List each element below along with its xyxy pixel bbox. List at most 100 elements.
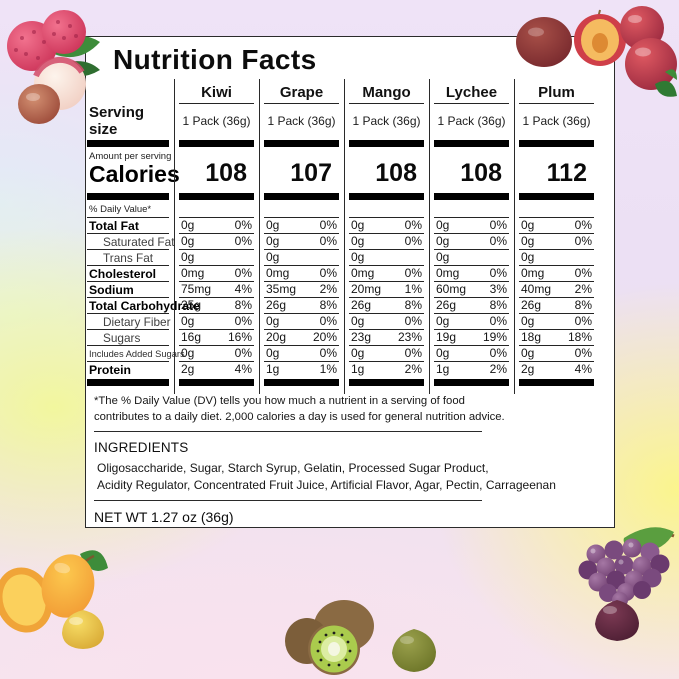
nutrient-amount: 0g xyxy=(266,250,280,264)
nutrient-percent: 0% xyxy=(489,314,507,328)
nutrient-percent: 0% xyxy=(489,346,507,360)
nutrient-label: Total Fat xyxy=(86,218,174,234)
thick-divider-bar xyxy=(349,139,424,147)
nutrient-value: 0g 0% xyxy=(514,234,599,250)
nutrient-value: 0mg 0% xyxy=(174,266,259,282)
nutrient-value: 0g 0% xyxy=(344,218,429,234)
nutrient-amount: 60mg xyxy=(436,282,467,296)
nutrient-value: 0mg 0% xyxy=(344,266,429,282)
nutrient-amount: 20g xyxy=(266,330,287,344)
nutrient-percent: 8% xyxy=(489,298,507,312)
daily-value-spacer xyxy=(259,200,344,218)
column-separator xyxy=(514,79,516,394)
amount-per-serving-label: Amount per serving xyxy=(89,151,172,162)
nutrient-amount: 0g xyxy=(266,234,280,248)
nutrient-value: 0g xyxy=(344,250,429,266)
nutrient-value: 0g 0% xyxy=(174,346,259,362)
calories-value: 107 xyxy=(290,159,332,187)
nutrient-value: 0g 0% xyxy=(259,314,344,330)
thick-divider-bar xyxy=(87,192,169,200)
thick-divider-bar xyxy=(519,378,594,386)
nutrient-percent: 4% xyxy=(234,282,252,296)
thick-divider xyxy=(429,138,514,148)
mango-gummy-icon xyxy=(62,610,104,649)
nutrient-value: 26g 8% xyxy=(514,298,599,314)
nutrient-amount: 0g xyxy=(351,314,365,328)
ingredients-line: Acidity Regulator, Concentrated Fruit Ju… xyxy=(97,477,556,492)
nutrient-value: 0g 0% xyxy=(174,234,259,250)
nutrient-percent: 0% xyxy=(319,218,337,232)
nutrient-label: Includes Added Sugars xyxy=(86,346,185,362)
nutrient-value: 0g 0% xyxy=(514,346,599,362)
nutrient-value: 60mg 3% xyxy=(429,282,514,298)
nutrient-amount: 26g xyxy=(436,298,457,312)
nutrient-percent: 8% xyxy=(234,298,252,312)
nutrient-percent: 0% xyxy=(319,314,337,328)
nutrient-amount: 0g xyxy=(351,250,365,264)
nutrient-percent: 1% xyxy=(319,362,337,376)
nutrient-amount: 1g xyxy=(266,362,280,376)
serving-size-value: 1 Pack (36g) xyxy=(182,114,251,128)
thick-divider-bar xyxy=(519,139,594,147)
nutrient-amount: 0g xyxy=(181,218,195,232)
nutrient-amount: 26g xyxy=(266,298,287,312)
nutrient-amount: 75mg xyxy=(181,282,212,296)
serving-size-label: Serving size xyxy=(89,104,145,138)
nutrient-percent: 0% xyxy=(404,346,422,360)
nutrient-percent: 0% xyxy=(234,234,252,248)
nutrient-amount: 40mg xyxy=(521,282,552,296)
nutrient-amount: 1g xyxy=(436,362,450,376)
thick-divider xyxy=(514,138,599,148)
footnote-line: contributes to a daily diet. 2,000 calor… xyxy=(94,410,505,423)
lychee-icon xyxy=(7,10,100,110)
nutrient-label: Sugars xyxy=(86,330,174,346)
nutrient-percent: 0% xyxy=(319,346,337,360)
nutrient-amount: 0mg xyxy=(266,266,290,280)
thick-divider-bar xyxy=(179,192,254,200)
nutrient-label: Cholesterol xyxy=(86,266,174,282)
nutrient-value: 0g 0% xyxy=(259,234,344,250)
column-header-mango: Mango xyxy=(344,79,429,104)
nutrient-value: 0g 0% xyxy=(429,346,514,362)
nutrient-amount: 0g xyxy=(436,346,450,360)
kiwi-icon xyxy=(285,600,374,675)
nutrient-amount: 0mg xyxy=(181,266,205,280)
nutrient-percent: 2% xyxy=(574,282,592,296)
nutrient-amount: 0g xyxy=(436,234,450,248)
thick-divider-bar xyxy=(349,192,424,200)
nutrient-amount: 0g xyxy=(181,234,195,248)
nutrient-percent: 2% xyxy=(319,282,337,296)
column-separator xyxy=(429,79,431,394)
footnote-line: *The % Daily Value (DV) tells you how mu… xyxy=(94,395,465,407)
column-header-grape: Grape xyxy=(259,79,344,104)
column-separator xyxy=(344,79,346,394)
daily-value-spacer xyxy=(174,200,259,218)
nutrient-percent: 0% xyxy=(489,234,507,248)
nutrient-value: 23g 23% xyxy=(344,330,429,346)
calories-word: Calories xyxy=(89,161,180,187)
nutrient-percent: 0% xyxy=(234,346,252,360)
nutrient-percent: 0% xyxy=(404,266,422,280)
nutrition-label-card: Nutrition Facts Kiwi Grape Mango Lychee Plum… xyxy=(85,36,615,528)
section-divider xyxy=(94,499,482,501)
nutrient-label: Trans Fat xyxy=(86,250,174,266)
nutrient-value: 2g 4% xyxy=(514,362,599,378)
nutrient-amount: 1g xyxy=(351,362,365,376)
column-header-lychee: Lychee xyxy=(429,79,514,104)
nutrient-value: 26g 8% xyxy=(259,298,344,314)
kiwi-gummy-icon xyxy=(392,629,436,672)
grape-gummy-icon xyxy=(595,600,639,641)
nutrient-amount: 0mg xyxy=(351,266,375,280)
daily-value-footnote: *The % Daily Value (DV) tells you how mu… xyxy=(94,394,614,425)
nutrient-value: 1g 1% xyxy=(259,362,344,378)
nutrient-value: 26g 8% xyxy=(344,298,429,314)
thick-divider xyxy=(514,378,599,386)
nutrient-percent: 0% xyxy=(404,314,422,328)
serving-size-value: 1 Pack (36g) xyxy=(267,114,336,128)
nutrient-percent: 0% xyxy=(489,218,507,232)
nutrient-value: 2g 4% xyxy=(174,362,259,378)
calories-value: 112 xyxy=(546,159,587,187)
thick-divider xyxy=(259,378,344,386)
thick-divider-bar xyxy=(179,139,254,147)
